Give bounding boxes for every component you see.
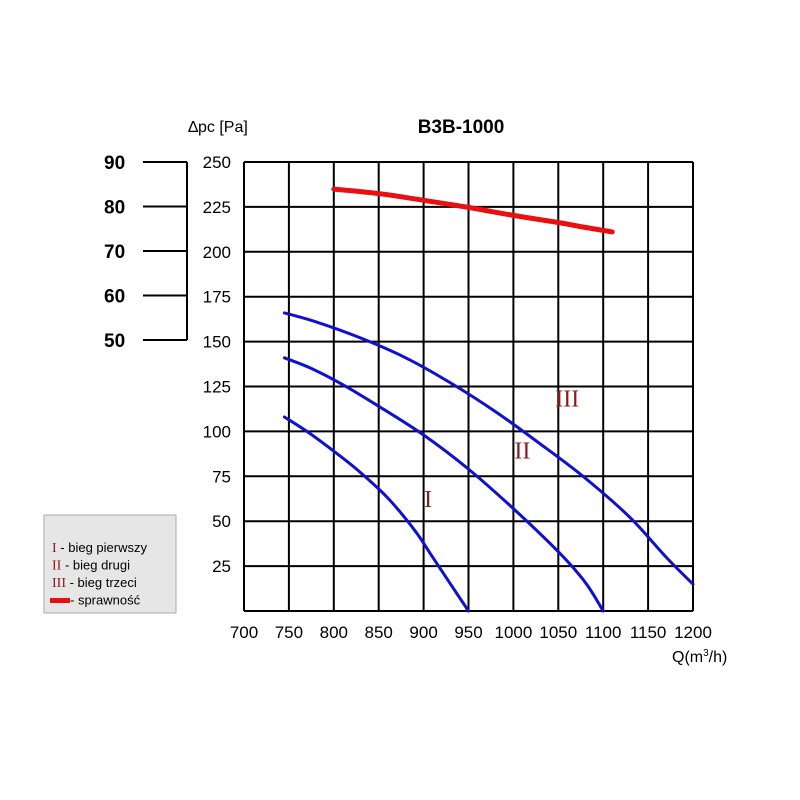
legend-item-I: I - bieg pierwszy bbox=[52, 540, 147, 556]
legend-text-II: - bieg drugi bbox=[61, 558, 130, 573]
curve-label-III: III bbox=[555, 386, 579, 412]
x-tick-900: 900 bbox=[409, 623, 437, 642]
x-tick-1150: 1150 bbox=[630, 623, 667, 642]
legend-item-II: II - bieg drugi bbox=[52, 558, 130, 574]
efficiency-tick-80: 80 bbox=[104, 198, 125, 219]
y-tick-250: 250 bbox=[203, 153, 231, 172]
x-axis-label: Q(m3/h) bbox=[672, 648, 727, 666]
curve-label-I: I bbox=[424, 487, 432, 513]
grid bbox=[243, 161, 694, 612]
y-tick-225: 225 bbox=[203, 198, 231, 217]
y-tick-50: 50 bbox=[212, 512, 231, 531]
y-tick-200: 200 bbox=[203, 243, 231, 262]
curves bbox=[282, 186, 695, 613]
efficiency-curve bbox=[331, 186, 615, 235]
x-tick-1200: 1200 bbox=[674, 623, 712, 642]
legend-text-I: - bieg pierwszy bbox=[57, 540, 148, 555]
x-tick-1050: 1050 bbox=[539, 623, 577, 642]
efficiency-tick-50: 50 bbox=[104, 331, 125, 352]
x-tick-750: 750 bbox=[275, 623, 303, 642]
legend-roman-III: III bbox=[52, 576, 66, 591]
x-tick-labels: 700 750 800 850 900 950 1000 1050 1100 1150 1200 bbox=[230, 623, 712, 642]
chart-title: B3B-1000 bbox=[418, 117, 505, 138]
x-tick-850: 850 bbox=[365, 623, 393, 642]
legend-roman-II: II bbox=[52, 559, 62, 574]
y-tick-75: 75 bbox=[212, 467, 231, 486]
efficiency-tick-60: 60 bbox=[104, 287, 125, 308]
x-tick-1000: 1000 bbox=[494, 623, 532, 642]
x-tick-950: 950 bbox=[454, 623, 482, 642]
y-tick-100: 100 bbox=[203, 422, 231, 441]
legend-item-III: III - bieg trzeci bbox=[52, 575, 137, 591]
y-tick-175: 175 bbox=[203, 288, 231, 307]
curve-label-II: II bbox=[514, 438, 530, 464]
legend-text-III: - bieg trzeci bbox=[66, 575, 137, 590]
x-tick-1100: 1100 bbox=[585, 623, 622, 642]
legend-roman-I: I bbox=[52, 541, 57, 556]
efficiency-tick-90: 90 bbox=[104, 153, 125, 174]
y-tick-labels: 25 50 75 100 125 150 175 200 225 250 bbox=[203, 153, 231, 576]
efficiency-tick-70: 70 bbox=[104, 242, 125, 263]
legend-box bbox=[43, 514, 177, 614]
fan-curve-II bbox=[282, 356, 605, 613]
x-tick-800: 800 bbox=[320, 623, 348, 642]
fan-curve-I bbox=[282, 415, 470, 613]
y-tick-125: 125 bbox=[203, 378, 231, 397]
y-tick-150: 150 bbox=[203, 333, 231, 352]
legend-item-efficiency: - sprawność bbox=[70, 593, 141, 608]
y-tick-25: 25 bbox=[212, 557, 231, 576]
x-tick-700: 700 bbox=[230, 623, 258, 642]
y-axis-label: ∆pc [Pa] bbox=[188, 119, 248, 136]
efficiency-axis: 50 60 70 80 90 bbox=[104, 153, 188, 352]
fan-curve-III bbox=[282, 311, 695, 586]
